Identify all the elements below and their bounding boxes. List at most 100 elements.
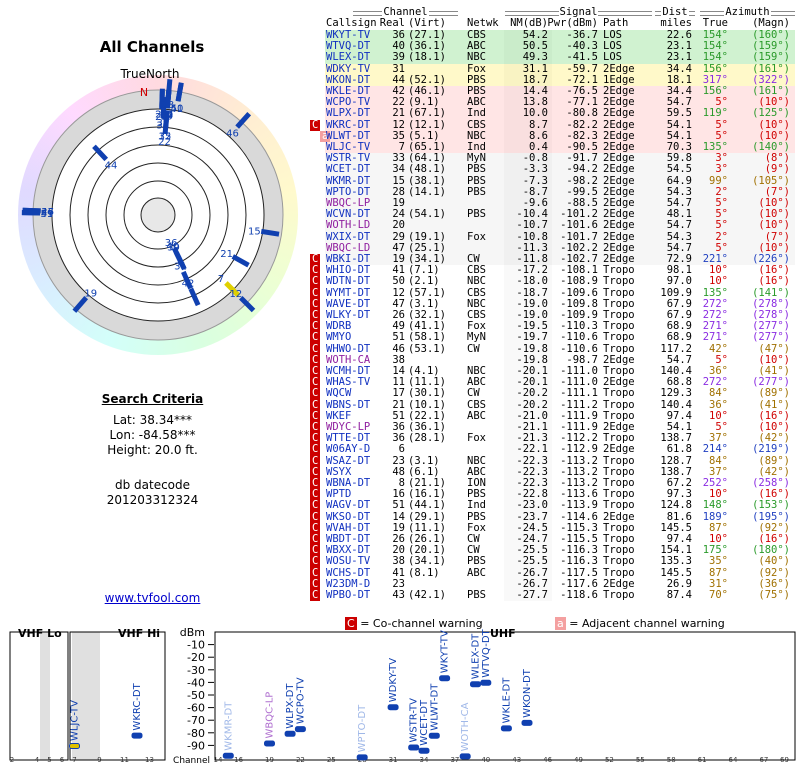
cell-real: 8 <box>398 477 405 489</box>
cell-dist: 54.3 <box>666 185 692 198</box>
cell-path: Tropo <box>603 555 635 568</box>
cell-call: WKRC-DT <box>326 118 371 131</box>
cell-nm: -3.3 <box>522 163 548 176</box>
cell-az: 37° <box>709 432 728 445</box>
cell-pwr: -111.1 <box>560 387 598 400</box>
cell-call: WSAZ-DT <box>326 454 371 467</box>
cell-dist: 97.3 <box>666 488 692 501</box>
cell-dist: 54.7 <box>666 96 692 109</box>
cell-dist: 97.0 <box>666 275 692 288</box>
signal-bar <box>222 752 234 759</box>
x-tick-label: 55 <box>636 756 645 764</box>
legend-adj: a = Adjacent channel warning <box>555 617 725 630</box>
cell-pwr: -113.2 <box>560 477 598 489</box>
cell-path: 2Edge <box>603 253 635 265</box>
warning-mark: C <box>310 443 321 456</box>
cell-az: 10° <box>709 275 728 288</box>
y-tick-label: -20 <box>187 651 205 664</box>
lat: Lat: 38.34*** <box>113 413 192 427</box>
cell-path: 2Edge <box>603 241 635 254</box>
cell-virt: (14.1) <box>408 185 446 198</box>
y-tick-label: -70 <box>187 714 205 727</box>
cell-real: 50 <box>392 275 405 288</box>
cell-real: 24 <box>392 208 405 221</box>
cell-real: 47 <box>392 297 405 310</box>
cell-virt: (42.1) <box>408 589 446 601</box>
cell-net: Fox <box>467 432 486 445</box>
table-row <box>325 63 795 75</box>
cell-magn: (277°) <box>752 320 790 333</box>
cell-real: 22 <box>392 96 405 109</box>
cell-magn: (195°) <box>752 510 790 523</box>
x-tick-label: 46 <box>543 756 552 764</box>
cell-real: 49 <box>392 320 405 333</box>
cell-dist: 34.4 <box>666 85 692 97</box>
cell-dist: 81.6 <box>666 510 692 523</box>
cell-call: WCMH-DT <box>326 365 371 377</box>
cell-dist: 145.5 <box>660 566 692 579</box>
link[interactable]: www.tvfool.com <box>104 591 201 605</box>
cell-path: Tropo <box>603 521 635 534</box>
x-tick-label: 61 <box>698 756 707 764</box>
cell-real: 36 <box>392 421 405 433</box>
cell-net: Fox <box>467 230 486 243</box>
cell-az: 214° <box>702 443 728 456</box>
direction-channel: 33 <box>156 121 169 132</box>
table-row <box>325 310 795 322</box>
cell-virt: (34.1) <box>408 555 446 568</box>
cell-dist: 22.6 <box>666 29 692 41</box>
x-tick-label: 69 <box>780 756 789 764</box>
cell-net: Ind <box>467 141 486 153</box>
column-header: Callsign <box>326 17 377 29</box>
cell-virt: (29.1) <box>408 510 446 523</box>
table-row <box>325 130 795 142</box>
co-mark: C <box>345 617 357 630</box>
cell-call: WDKY-TV <box>326 62 371 75</box>
x-tick-label: 13 <box>145 756 154 764</box>
cell-magn: (89°) <box>758 387 790 400</box>
cell-real: 26 <box>392 309 405 321</box>
cell-virt: (12.1) <box>408 118 446 131</box>
cell-pwr: -102.7 <box>560 253 598 265</box>
cell-real: 20 <box>392 219 405 232</box>
cell-virt: (6.1) <box>408 465 440 478</box>
cell-virt: (2.1) <box>408 275 440 288</box>
cell-az: 154° <box>702 51 728 64</box>
cell-nm: -11.3 <box>516 241 548 254</box>
cell-nm: -22.1 <box>516 443 548 456</box>
x-tick-label: 19 <box>265 756 274 764</box>
cell-dist: 54.1 <box>666 118 692 131</box>
cell-magn: (161°) <box>752 62 790 75</box>
cell-call: WBKI-DT <box>326 253 371 265</box>
cell-nm: -22.3 <box>516 454 548 467</box>
table-row <box>325 52 795 64</box>
warning-mark: C <box>310 577 321 590</box>
vhf-lo-label: VHF Lo <box>18 627 62 640</box>
cell-dist: 98.1 <box>666 264 692 277</box>
cell-az: 87° <box>709 566 728 579</box>
cell-net: PBS <box>467 174 486 187</box>
cell-az: 35° <box>709 555 728 568</box>
cell-az: 36° <box>709 365 728 377</box>
signal-callsign: WDKY-TV <box>388 658 399 703</box>
cell-net: PBS <box>467 73 486 86</box>
direction-marker <box>224 281 241 298</box>
warning-mark: C <box>310 566 321 579</box>
x-tick-label: 7 <box>72 756 76 764</box>
cell-magn: (161°) <box>752 85 790 97</box>
direction-channel: 22 <box>158 137 171 148</box>
cell-pwr: -88.5 <box>566 197 598 209</box>
group-header: Signal <box>558 6 599 18</box>
cell-net: ABC <box>467 409 486 422</box>
cell-az: 31° <box>709 577 728 590</box>
cell-magn: (140°) <box>752 141 790 153</box>
cell-az: 10° <box>709 409 728 422</box>
adj-mark: a <box>555 617 566 630</box>
y-tick-label: -30 <box>187 664 205 677</box>
cell-az: 5° <box>715 353 728 366</box>
cell-real: 51 <box>392 499 405 512</box>
cell-pwr: -90.5 <box>566 141 598 153</box>
cell-nm: 0.4 <box>529 141 548 153</box>
signal-callsign: WTVQ-DT <box>481 628 492 677</box>
cell-az: 10° <box>709 533 728 545</box>
